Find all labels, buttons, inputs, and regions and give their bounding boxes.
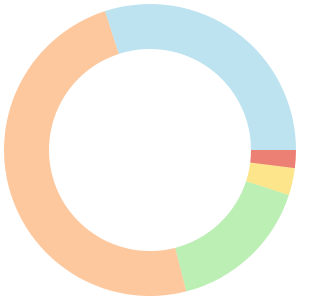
donut-segment — [3, 11, 187, 297]
donut-segment — [250, 150, 296, 169]
donut-segment — [104, 4, 297, 151]
donut-segment — [175, 181, 289, 292]
chart — [3, 4, 297, 297]
donut-segment — [246, 162, 295, 196]
